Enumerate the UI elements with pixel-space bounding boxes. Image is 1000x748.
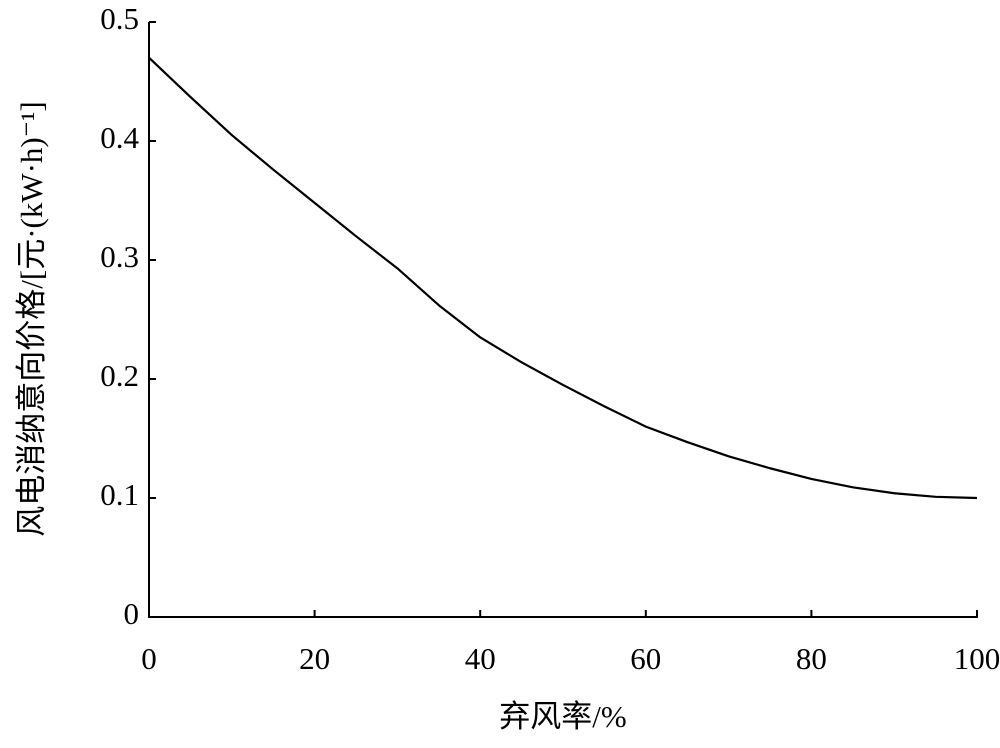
x-tick-label: 60 [630,641,661,676]
y-tick-label: 0.1 [100,477,139,512]
x-tick-label: 40 [465,641,496,676]
line [148,56,978,500]
x-tick-label: 100 [954,641,1000,676]
y-tick-label: 0.3 [100,239,139,274]
x-tick-label: 80 [796,641,827,676]
y-tick-label: 0.4 [100,120,139,155]
x-tick-label: 20 [299,641,330,676]
y-tick-label: 0.5 [100,1,139,36]
y-tick-label: 0.2 [100,358,139,393]
y-tick-label: 0 [124,596,140,631]
x-tick-label: 0 [141,641,157,676]
x-axis-title: 弃风率/% [499,699,626,734]
y-axis-title: 风电消纳意向价格/[元·(kW·h)⁻¹] [14,101,49,536]
